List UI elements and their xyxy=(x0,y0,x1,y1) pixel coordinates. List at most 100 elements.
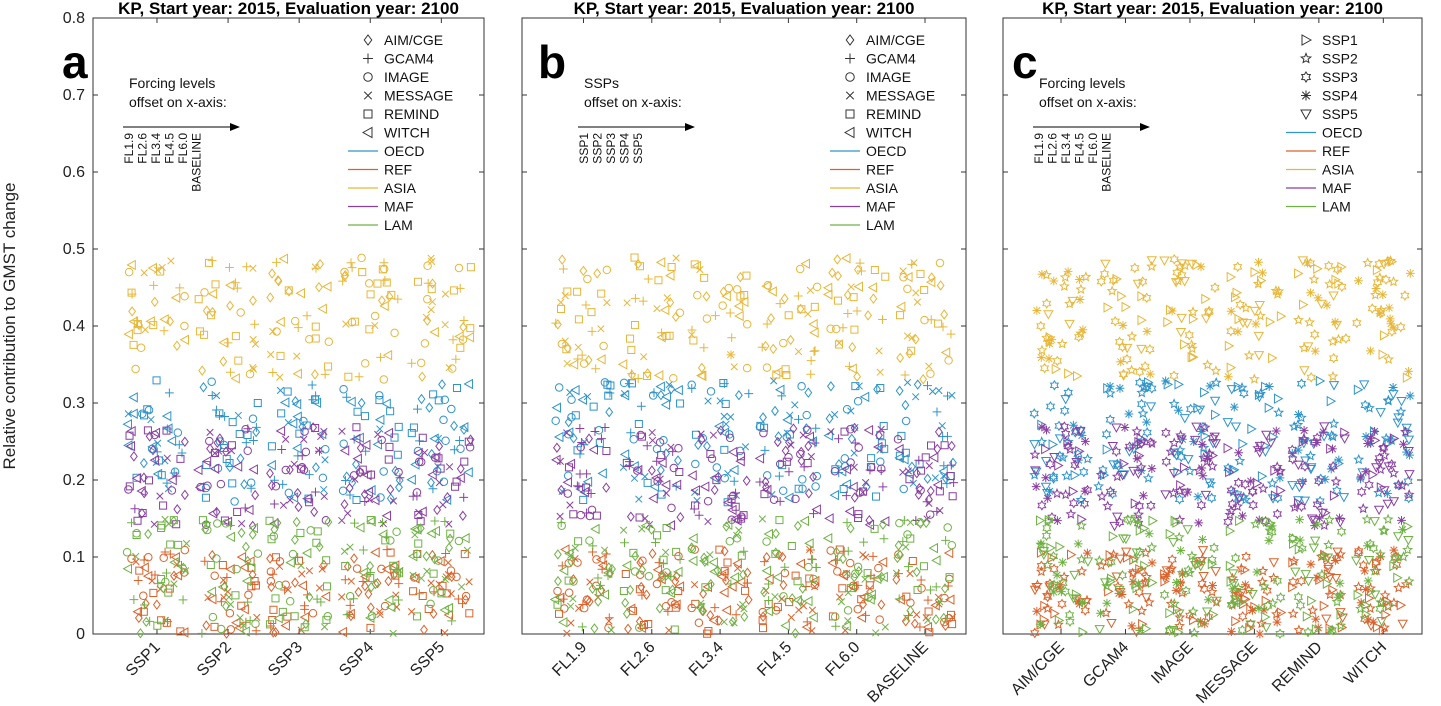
data-point xyxy=(1372,264,1383,276)
offset-label: FL6.0 xyxy=(176,133,190,164)
data-point xyxy=(1165,445,1177,457)
data-point xyxy=(1357,503,1369,514)
data-point xyxy=(209,463,220,474)
data-point xyxy=(1161,566,1173,576)
data-point xyxy=(712,463,722,472)
data-point xyxy=(356,442,365,454)
data-point xyxy=(1364,479,1374,491)
data-point xyxy=(623,299,631,307)
data-point xyxy=(162,478,172,488)
data-point xyxy=(1171,586,1181,595)
offset-label: SSP3 xyxy=(604,133,618,164)
data-point xyxy=(1159,589,1170,601)
data-point xyxy=(304,470,314,479)
data-point xyxy=(1337,613,1348,623)
data-point xyxy=(1193,492,1203,502)
x-tick-label: GCAM4 xyxy=(1080,639,1132,691)
data-point xyxy=(1065,508,1077,519)
data-point xyxy=(1029,440,1040,450)
data-point xyxy=(159,553,168,563)
data-point xyxy=(384,455,393,464)
x-tick-label: SSP1 xyxy=(123,639,164,680)
legend-marker-triangle-left xyxy=(843,126,855,139)
data-point xyxy=(875,615,884,624)
data-point xyxy=(1295,411,1307,423)
data-point xyxy=(367,611,377,621)
data-point xyxy=(908,334,916,342)
data-point xyxy=(809,347,819,356)
data-point xyxy=(1043,336,1055,347)
data-point xyxy=(1375,463,1387,475)
data-point xyxy=(653,531,662,540)
data-point xyxy=(1303,626,1313,638)
data-point xyxy=(236,551,247,563)
data-point xyxy=(1186,343,1198,354)
data-point xyxy=(834,434,843,444)
data-point xyxy=(249,264,257,272)
data-point xyxy=(225,593,233,601)
data-point xyxy=(706,449,715,458)
data-point xyxy=(241,425,250,434)
data-point xyxy=(1331,596,1343,607)
data-point xyxy=(804,431,814,443)
data-point xyxy=(1240,564,1251,576)
data-point xyxy=(700,556,709,567)
data-point xyxy=(424,604,433,613)
data-point xyxy=(1310,346,1320,356)
legend-marker-circle xyxy=(845,72,855,82)
data-point xyxy=(791,494,800,504)
data-point xyxy=(665,331,674,340)
data-point xyxy=(1032,579,1043,590)
data-point xyxy=(1210,376,1222,388)
data-point xyxy=(342,392,352,402)
data-point xyxy=(1078,598,1088,608)
data-point xyxy=(1196,262,1206,272)
data-point xyxy=(1114,516,1125,528)
data-point xyxy=(926,585,935,595)
data-point xyxy=(1323,564,1334,575)
data-point xyxy=(1136,466,1146,475)
data-point xyxy=(242,541,250,553)
data-point xyxy=(243,597,253,607)
data-point xyxy=(734,389,743,401)
data-point xyxy=(688,533,698,544)
data-point xyxy=(775,459,785,469)
data-point xyxy=(299,611,310,623)
data-point xyxy=(626,511,635,522)
data-point xyxy=(452,572,461,582)
data-point xyxy=(903,530,912,539)
data-point xyxy=(661,391,671,402)
data-point xyxy=(141,326,149,334)
legend-marker-circle xyxy=(363,72,373,82)
data-point xyxy=(1355,603,1366,614)
legend-label: REMIND xyxy=(384,106,439,122)
data-point xyxy=(248,529,257,540)
data-point xyxy=(1037,500,1047,511)
data-point xyxy=(315,541,324,553)
data-point xyxy=(866,463,875,472)
data-point xyxy=(1096,276,1106,287)
data-point xyxy=(221,600,230,612)
data-point xyxy=(563,342,572,354)
legend-marker-square xyxy=(363,109,373,119)
data-point xyxy=(1313,263,1323,274)
data-point xyxy=(363,486,373,498)
data-point xyxy=(292,411,302,422)
data-point xyxy=(1261,430,1272,441)
data-point xyxy=(624,461,634,470)
data-point xyxy=(1145,402,1157,412)
data-point xyxy=(322,556,331,565)
data-point xyxy=(1128,466,1139,477)
data-point xyxy=(1197,617,1208,629)
data-point xyxy=(1238,611,1248,622)
data-point xyxy=(271,594,280,603)
data-point xyxy=(1206,460,1218,471)
data-point xyxy=(781,365,790,374)
data-point xyxy=(718,568,729,579)
data-point xyxy=(1393,572,1403,584)
data-point xyxy=(1093,554,1105,566)
data-point xyxy=(1306,372,1316,383)
data-point xyxy=(451,354,461,364)
data-point xyxy=(253,613,261,622)
data-point xyxy=(349,434,359,444)
